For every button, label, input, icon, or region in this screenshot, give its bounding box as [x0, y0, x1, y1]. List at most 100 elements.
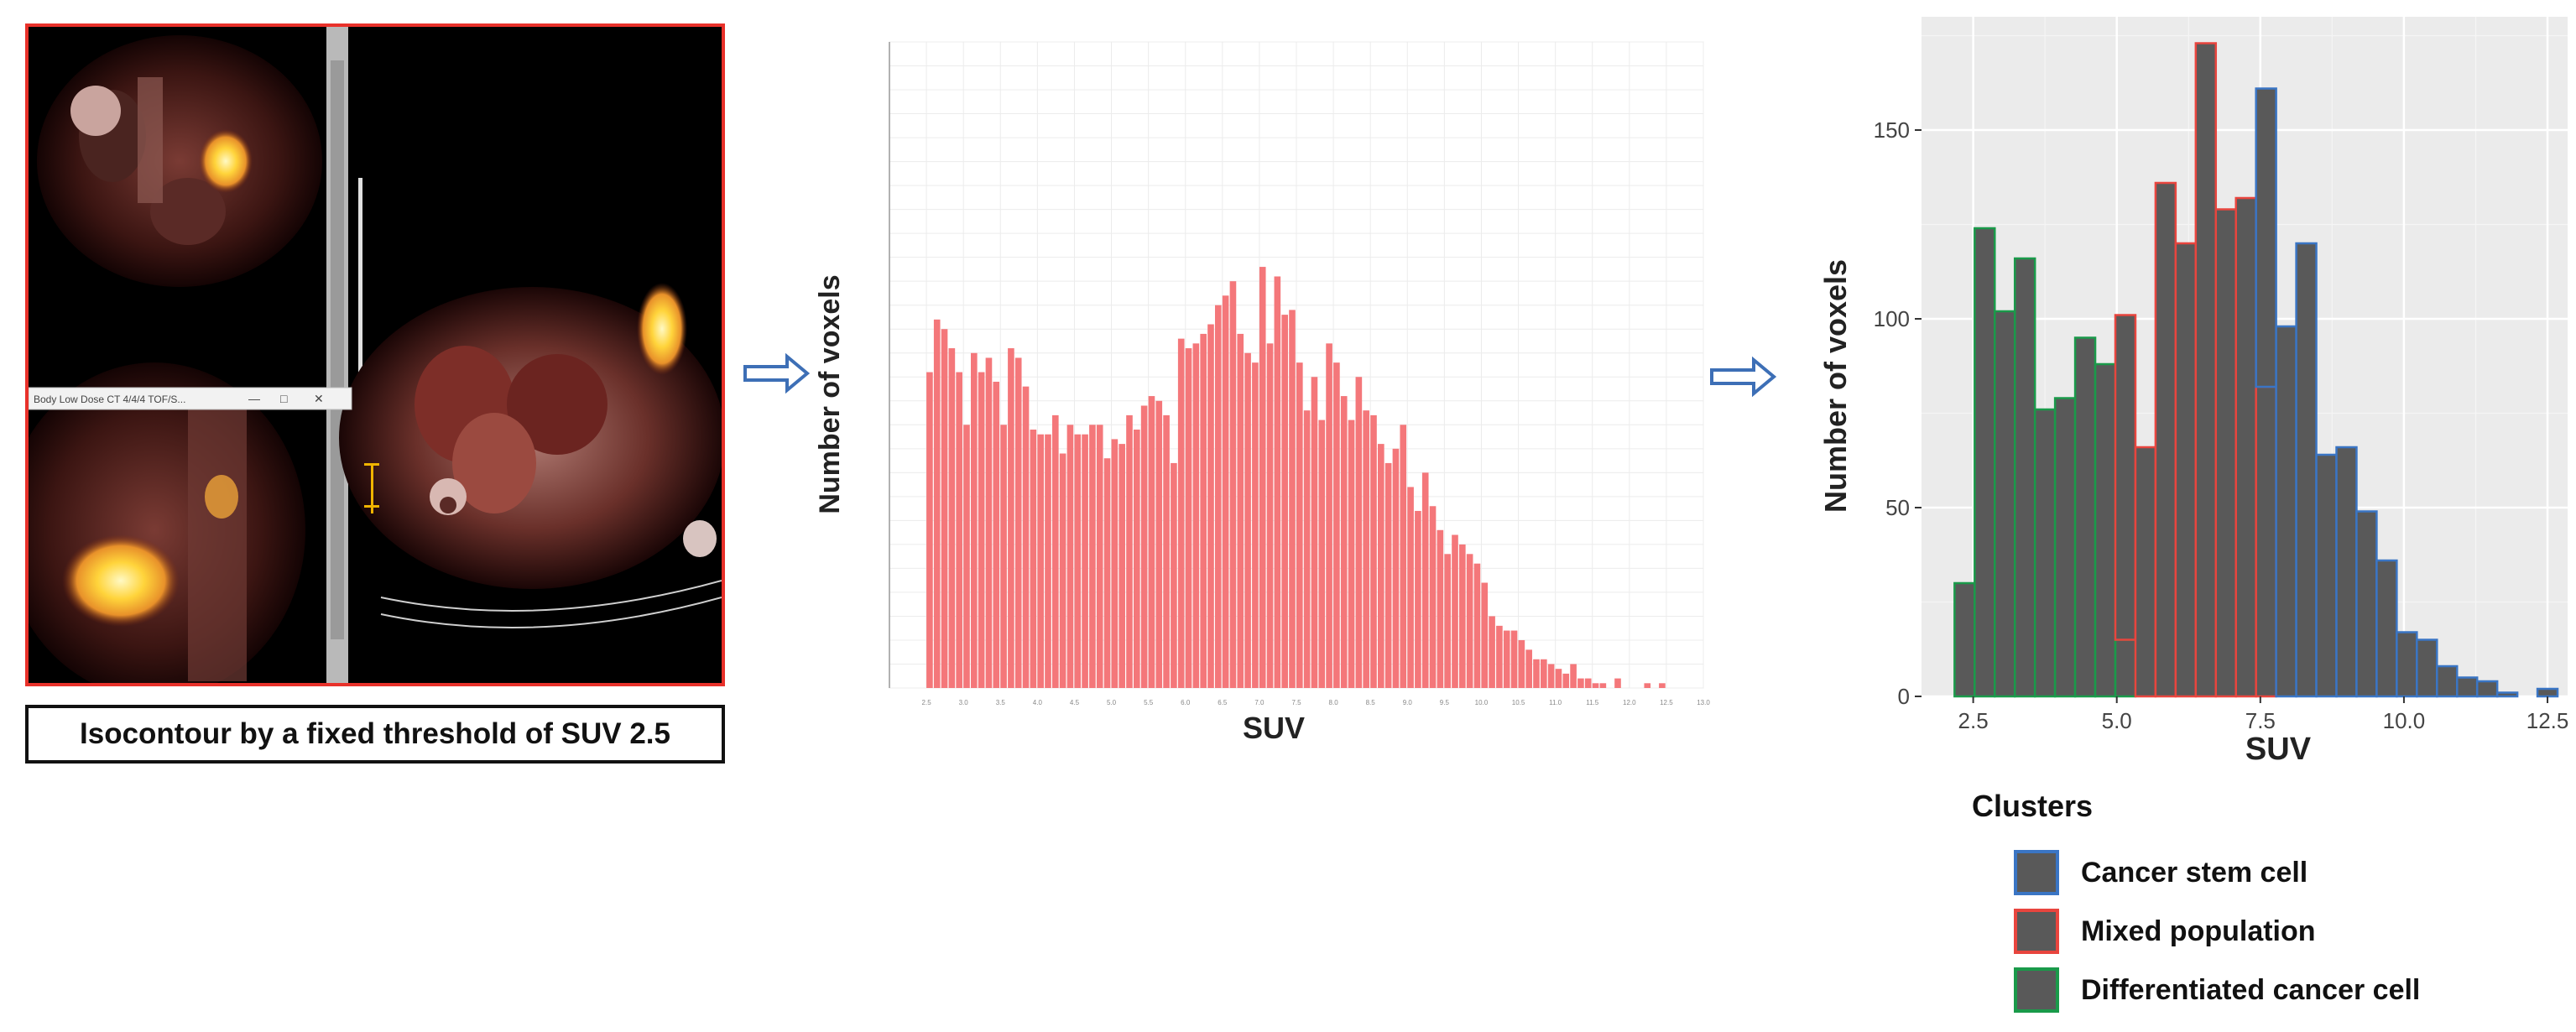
- histogram-bar: [948, 348, 956, 688]
- cluster-bar: [2255, 385, 2277, 698]
- histogram-bar: [1378, 444, 1384, 688]
- histogram-bar: [1503, 630, 1510, 688]
- histogram-bar: [1281, 315, 1288, 688]
- cluster-x-tick-label: 10.0: [2383, 708, 2426, 733]
- cluster-bar: [2315, 453, 2338, 698]
- cluster-bar: [2214, 208, 2237, 698]
- histogram-x-tick-label: 3.0: [959, 699, 969, 706]
- histogram-bar: [1274, 276, 1281, 688]
- histogram-bar: [1074, 434, 1082, 688]
- histogram-bar: [1400, 425, 1407, 688]
- histogram-bar: [1584, 678, 1592, 688]
- histogram-x-tick-label: 9.0: [1403, 699, 1413, 706]
- cluster-bar: [2234, 196, 2257, 698]
- cluster-bar: [2475, 680, 2499, 698]
- cluster-bar: [2114, 638, 2137, 698]
- histogram-bar: [1614, 678, 1621, 688]
- histogram-bar: [1215, 305, 1222, 688]
- histogram-bar: [933, 319, 941, 688]
- cluster-bar: [2295, 242, 2318, 698]
- cluster-y-tick-label: 0: [1898, 684, 1910, 709]
- cluster-bar: [2396, 631, 2418, 698]
- histogram-x-tick-label: 3.5: [996, 699, 1006, 706]
- cluster-legend: Clusters Cancer stem cell Mixed populati…: [1972, 789, 2559, 1024]
- histogram-bar: [963, 425, 970, 688]
- histogram-bar: [1266, 343, 1274, 688]
- histogram-bar: [1421, 472, 1429, 688]
- histogram-bar: [1022, 386, 1030, 688]
- histogram-x-tick-label: 7.0: [1254, 699, 1265, 706]
- histogram-bar: [1111, 439, 1119, 688]
- histogram-bar: [1126, 414, 1133, 688]
- cluster-x-axis-label: SUV: [2245, 732, 2312, 767]
- histogram-bar: [1192, 343, 1200, 688]
- legend-swatch: [2014, 850, 2059, 895]
- histogram-bar: [1318, 420, 1326, 688]
- minimize-icon[interactable]: —: [248, 392, 260, 405]
- histogram-bar: [1518, 639, 1525, 688]
- histogram-bar: [1140, 405, 1148, 688]
- histogram-x-tick-label: 10.5: [1512, 699, 1525, 706]
- histogram-bar: [1134, 430, 1140, 688]
- histogram-x-tick-label: 5.5: [1144, 699, 1154, 706]
- sagittal-view: [29, 362, 305, 683]
- cluster-bar: [2154, 181, 2177, 698]
- histogram-x-tick-label: 9.5: [1440, 699, 1450, 706]
- histogram-bar: [1570, 664, 1577, 688]
- histogram-bar: [1333, 362, 1340, 688]
- histogram-bar: [1577, 678, 1584, 688]
- legend-item-mixed-population: Mixed population: [2014, 906, 2316, 956]
- histogram-bar: [1370, 414, 1377, 688]
- histogram-x-tick-label: 5.0: [1107, 699, 1117, 706]
- legend-title: Clusters: [1972, 789, 2094, 823]
- histogram-bar: [1555, 669, 1562, 688]
- histogram-x-axis-label: SUV: [1243, 711, 1305, 745]
- cluster-bar: [2436, 665, 2459, 698]
- cluster-bar: [2174, 242, 2198, 698]
- cluster-y-axis-label: Number of voxels: [1818, 259, 1853, 513]
- histogram-bar: [1259, 267, 1266, 688]
- cluster-bars: [1953, 42, 2559, 698]
- cluster-bar: [2013, 257, 2036, 698]
- histogram-x-tick-label: 8.0: [1329, 699, 1339, 706]
- cluster-bar: [2335, 446, 2358, 698]
- histogram-x-tick-label: 12.0: [1623, 699, 1636, 706]
- cluster-y-tick-label: 50: [1885, 495, 1910, 520]
- legend-label: Mixed population: [2081, 915, 2316, 947]
- histogram-bar: [1459, 544, 1466, 688]
- histogram-x-tick-label: 11.5: [1586, 699, 1599, 706]
- histogram-bar: [1289, 310, 1296, 688]
- cluster-bar: [2416, 638, 2438, 698]
- histogram-bar: [1489, 616, 1495, 688]
- histogram-bar: [926, 372, 933, 688]
- histogram-x-tick-label: 4.0: [1033, 699, 1043, 706]
- histogram-bar: [1119, 444, 1125, 688]
- cluster-bar: [2355, 510, 2378, 698]
- arrow-right-icon: [1710, 356, 1777, 398]
- histogram-bar: [1659, 683, 1666, 688]
- histogram-bar: [1030, 430, 1037, 688]
- cluster-bar: [2114, 314, 2137, 641]
- histogram-bar: [1222, 295, 1229, 688]
- histogram-bar: [1415, 510, 1421, 688]
- cluster-x-tick-label: 12.5: [2526, 708, 2569, 733]
- histogram-bar: [1089, 425, 1096, 688]
- viewer-window-title: Body Low Dose CT 4/4/4 TOF/S...: [34, 394, 185, 405]
- coronal-view: [37, 35, 322, 287]
- cluster-y-tick-label: 150: [1874, 117, 1910, 143]
- histogram-bar: [1014, 357, 1022, 688]
- maximize-icon[interactable]: □: [280, 392, 288, 405]
- cluster-x-tick-label: 7.5: [2245, 708, 2276, 733]
- legend-label: Cancer stem cell: [2081, 856, 2308, 889]
- histogram-bar: [941, 329, 948, 688]
- histogram-y-axis-label: Number of voxels: [814, 274, 846, 513]
- histogram-x-tick-label: 7.5: [1291, 699, 1301, 706]
- histogram-bar: [1163, 414, 1170, 688]
- cluster-bar: [2495, 691, 2519, 698]
- close-icon[interactable]: ✕: [314, 392, 324, 405]
- histogram-x-tick-label: 13.0: [1697, 699, 1710, 706]
- histogram-bar: [1185, 348, 1192, 688]
- legend-label: Differentiated cancer cell: [2081, 973, 2421, 1006]
- pet-ct-image-panel: Body Low Dose CT 4/4/4 TOF/S... — □ ✕: [25, 23, 725, 686]
- viewer-window-titlebar[interactable]: Body Low Dose CT 4/4/4 TOF/S... — □ ✕: [29, 387, 352, 410]
